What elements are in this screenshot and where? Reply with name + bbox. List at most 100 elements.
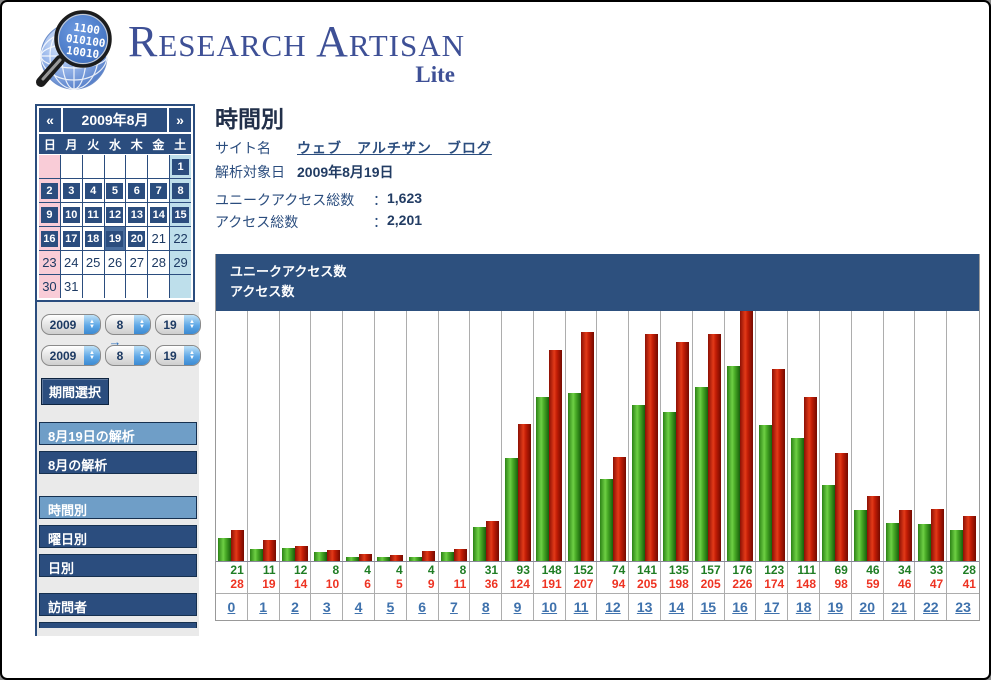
stepper-arrows-icon[interactable]: ▲ ▼	[134, 346, 150, 365]
hour-link-12[interactable]: 12	[605, 599, 621, 615]
stepper-arrows-icon[interactable]: ▲ ▼	[84, 346, 100, 365]
calendar-weekdays: 日月火水木金土	[39, 134, 191, 154]
hour-link-22[interactable]: 22	[923, 599, 939, 615]
date-select-year[interactable]: 2009 ▲ ▼	[41, 314, 101, 335]
access-value: 207	[573, 577, 594, 591]
hour-link-19[interactable]: 19	[827, 599, 844, 615]
sidebar-item-2-1[interactable]: 時間別	[39, 496, 197, 519]
calendar-day-button[interactable]: 18	[84, 230, 102, 247]
hour-link-6[interactable]: 6	[418, 599, 427, 615]
stepper-arrows-icon[interactable]: ▲ ▼	[134, 315, 150, 334]
calendar-day-button[interactable]: 19	[106, 230, 124, 247]
calendar-day-button[interactable]: 6	[128, 182, 146, 199]
select-value: 2009	[49, 317, 77, 332]
calendar-day-button[interactable]: 11	[84, 206, 102, 223]
hour-link-10[interactable]: 10	[541, 599, 558, 615]
calendar-day-button[interactable]: 5	[106, 182, 124, 199]
calendar-day-button[interactable]: 16	[40, 230, 58, 247]
access-value: 47	[929, 577, 944, 591]
calendar-day-button[interactable]: 1	[172, 158, 190, 175]
logo-subtitle: Lite	[415, 62, 456, 87]
unique-value: 141	[637, 563, 658, 577]
hour-link-17[interactable]: 17	[764, 599, 780, 615]
hour-link-cell-2: 2	[280, 594, 312, 620]
value-cell-1: 11 19	[248, 562, 280, 593]
sidebar-item-2-2[interactable]: 曜日別	[39, 525, 197, 548]
hour-link-18[interactable]: 18	[795, 599, 812, 615]
sidebar-item-1-2[interactable]: 8月の解析	[39, 451, 197, 474]
calendar-day-button[interactable]: 17	[62, 230, 80, 247]
hour-link-2[interactable]: 2	[291, 599, 299, 615]
calendar-day-25: 25	[82, 251, 104, 274]
chart-column-2	[280, 311, 312, 561]
date-select-month[interactable]: 8 ▲ ▼	[105, 314, 151, 335]
hour-link-9[interactable]: 9	[513, 599, 522, 615]
sidebar-item-2-3[interactable]: 日別	[39, 554, 197, 577]
hour-link-20[interactable]: 20	[859, 599, 875, 615]
unique-value: 11	[262, 563, 276, 577]
calendar-day-button[interactable]: 2	[40, 182, 58, 199]
calendar-day-button[interactable]: 8	[172, 182, 190, 199]
calendar-day-button[interactable]: 13	[128, 206, 146, 223]
chart-column-10	[534, 311, 566, 561]
hour-link-cell-16: 16	[725, 594, 757, 620]
calendar-day-button[interactable]: 10	[62, 206, 80, 223]
unique-access-bar	[472, 527, 486, 561]
sidebar-item-3-1[interactable]: 訪問者	[39, 593, 197, 616]
hour-link-15[interactable]: 15	[700, 599, 717, 615]
hour-link-0[interactable]: 0	[227, 599, 236, 615]
calendar-day-button[interactable]: 12	[106, 206, 124, 223]
access-bar	[644, 334, 658, 561]
calendar-prev-button[interactable]: «	[39, 108, 61, 132]
calendar-day-button[interactable]: 4	[84, 182, 102, 199]
stepper-arrows-icon[interactable]: ▲ ▼	[184, 315, 200, 334]
value-cell-18: 111 148	[788, 562, 821, 593]
calendar-day-button[interactable]: 14	[150, 206, 168, 223]
hour-link-3[interactable]: 3	[322, 599, 331, 615]
unique-value: 74	[611, 563, 626, 577]
access-total-value: 2,201	[387, 212, 423, 228]
hour-link-13[interactable]: 13	[636, 599, 653, 615]
access-bar	[803, 397, 817, 561]
hour-link-11[interactable]: 11	[573, 599, 589, 615]
hour-link-23[interactable]: 23	[955, 599, 971, 615]
calendar-next-button[interactable]: »	[169, 108, 191, 132]
calendar-day-button[interactable]: 15	[172, 206, 190, 223]
calendar-day-button[interactable]: 3	[62, 182, 80, 199]
calendar-day-button[interactable]: 7	[150, 182, 168, 199]
date-select-month[interactable]: 8 ▲ ▼	[105, 345, 151, 366]
calendar-day-2: 2	[39, 179, 60, 202]
svg-text:10010: 10010	[65, 44, 100, 61]
unique-value: 4	[396, 563, 403, 577]
access-total-label: アクセス総数	[215, 214, 299, 230]
calendar-day-empty	[148, 155, 170, 178]
chart-column-3	[311, 311, 344, 561]
calendar-day-empty	[126, 275, 148, 298]
date-select-day[interactable]: 19 ▲ ▼	[155, 314, 201, 335]
access-value: 11	[453, 577, 467, 591]
calendar-day-button[interactable]: 20	[128, 230, 146, 247]
value-cell-23: 28 41	[947, 562, 979, 593]
hour-link-7[interactable]: 7	[450, 599, 458, 615]
period-select-button[interactable]: 期間選択	[41, 378, 110, 405]
date-select-day[interactable]: 19 ▲ ▼	[155, 345, 201, 366]
calendar-day-9: 9	[39, 203, 60, 226]
hour-link-8[interactable]: 8	[481, 599, 490, 615]
calendar-day-17: 17	[60, 227, 82, 250]
hour-link-16[interactable]: 16	[732, 599, 748, 615]
calendar-day-empty	[39, 155, 60, 178]
stepper-arrows-icon[interactable]: ▲ ▼	[184, 346, 200, 365]
hour-link-5[interactable]: 5	[386, 599, 395, 615]
stepper-arrows-icon[interactable]: ▲ ▼	[84, 315, 100, 334]
hour-link-14[interactable]: 14	[668, 599, 685, 615]
site-name-link[interactable]: ウェブ アルチザン ブログ	[297, 140, 492, 156]
hour-link-21[interactable]: 21	[891, 599, 907, 615]
unique-value: 111	[797, 563, 817, 577]
date-select-year[interactable]: 2009 ▲ ▼	[41, 345, 101, 366]
hour-link-4[interactable]: 4	[354, 599, 363, 615]
hour-link-1[interactable]: 1	[259, 599, 268, 615]
calendar-day-button[interactable]: 9	[40, 206, 58, 223]
sidebar-item-1-1[interactable]: 8月19日の解析	[39, 422, 197, 445]
chart-column-0	[216, 311, 248, 561]
